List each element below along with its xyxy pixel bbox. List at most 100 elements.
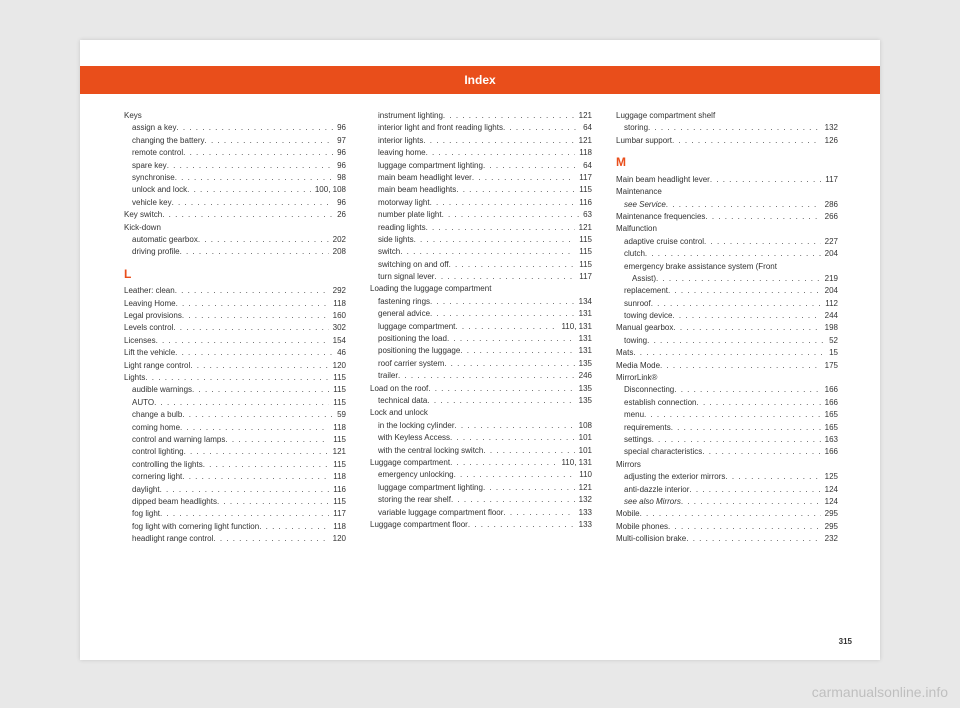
index-entry: instrument lighting 121 bbox=[370, 110, 592, 122]
index-entry-page: 100, 108 bbox=[311, 184, 346, 196]
leader-dots bbox=[689, 484, 820, 496]
leader-dots bbox=[176, 298, 330, 310]
index-entry-label: with Keyless Access bbox=[370, 432, 450, 444]
index-entry-label: instrument lighting bbox=[370, 110, 443, 122]
leader-dots bbox=[145, 372, 329, 384]
index-entry-page: 292 bbox=[329, 285, 346, 297]
leader-dots bbox=[503, 507, 574, 519]
index-entry-page: 97 bbox=[333, 135, 346, 147]
index-entry-label: settings bbox=[616, 434, 652, 446]
index-entry: positioning the luggage131 bbox=[370, 345, 592, 357]
index-entry-page: 115 bbox=[575, 246, 592, 258]
index-entry: Load on the roof135 bbox=[370, 383, 592, 395]
index-entry-label: positioning the luggage bbox=[370, 345, 460, 357]
index-entry-page: 232 bbox=[821, 533, 838, 545]
index-entry-label: emergency unlocking bbox=[370, 469, 454, 481]
leader-dots bbox=[183, 147, 333, 159]
index-entry: sunroof 112 bbox=[616, 298, 838, 310]
index-entry-label: luggage compartment bbox=[370, 321, 455, 333]
leader-dots bbox=[454, 420, 574, 432]
leader-dots bbox=[674, 384, 820, 396]
index-entry: motorway light116 bbox=[370, 197, 592, 209]
leader-dots bbox=[443, 110, 575, 122]
leader-dots bbox=[175, 347, 333, 359]
index-entry-page: 124 bbox=[821, 496, 838, 508]
leader-dots bbox=[434, 271, 575, 283]
leader-dots bbox=[503, 122, 579, 134]
index-entry-label: sunroof bbox=[616, 298, 651, 310]
index-entry: special characteristics166 bbox=[616, 446, 838, 458]
index-entry-page: 117 bbox=[575, 271, 592, 283]
leader-dots bbox=[414, 234, 576, 246]
index-heading: Luggage compartment shelf bbox=[616, 110, 838, 122]
leader-dots bbox=[428, 383, 574, 395]
index-entry: menu165 bbox=[616, 409, 838, 421]
index-entry-label: Levels control bbox=[124, 322, 173, 334]
index-entry: Key switch26 bbox=[124, 209, 346, 221]
leader-dots bbox=[450, 432, 575, 444]
index-entry: Lumbar support126 bbox=[616, 135, 838, 147]
leader-dots bbox=[180, 246, 329, 258]
leader-dots bbox=[175, 285, 329, 297]
index-entry: Mobile phones295 bbox=[616, 521, 838, 533]
leader-dots bbox=[162, 209, 333, 221]
index-entry: Mobile295 bbox=[616, 508, 838, 520]
index-entry-page: 120 bbox=[329, 360, 346, 372]
index-entry-page: 108 bbox=[575, 420, 592, 432]
index-entry-label: with the central locking switch bbox=[370, 445, 483, 457]
index-entry-page: 204 bbox=[821, 285, 838, 297]
index-heading: Maintenance bbox=[616, 186, 838, 198]
index-entry-page: 121 bbox=[575, 482, 592, 494]
index-entry-label: Leather: clean bbox=[124, 285, 175, 297]
index-entry: adjusting the exterior mirrors125 bbox=[616, 471, 838, 483]
leader-dots bbox=[400, 246, 575, 258]
leader-dots bbox=[710, 174, 821, 186]
page-number: 315 bbox=[839, 637, 852, 646]
leader-dots bbox=[460, 345, 574, 357]
leader-dots bbox=[483, 445, 574, 457]
index-entry-label: control lighting bbox=[124, 446, 184, 458]
leader-dots bbox=[633, 347, 825, 359]
index-entry: switching on and off115 bbox=[370, 259, 592, 271]
leader-dots bbox=[176, 122, 333, 134]
index-entry-label: in the locking cylinder bbox=[370, 420, 454, 432]
leader-dots bbox=[644, 409, 821, 421]
index-entry-page: 121 bbox=[575, 110, 592, 122]
index-entry-label: Load on the roof bbox=[370, 383, 428, 395]
index-entry-label: emergency brake assistance system (Front bbox=[616, 261, 777, 273]
index-entry-label: anti-dazzle interior bbox=[616, 484, 689, 496]
index-entry: towing device244 bbox=[616, 310, 838, 322]
index-columns: Keysassign a key96changing the battery97… bbox=[124, 110, 836, 545]
index-entry-label: automatic gearbox bbox=[124, 234, 198, 246]
index-entry-page: 115 bbox=[575, 234, 592, 246]
index-entry-page: 166 bbox=[821, 397, 838, 409]
index-entry-page: 115 bbox=[329, 496, 346, 508]
leader-dots bbox=[184, 446, 329, 458]
index-entry: dipped beam headlights115 bbox=[124, 496, 346, 508]
index-entry-label: Main beam headlight lever bbox=[616, 174, 710, 186]
index-entry: control lighting121 bbox=[124, 446, 346, 458]
leader-dots bbox=[213, 533, 328, 545]
index-entry-page: 131 bbox=[575, 308, 592, 320]
index-entry-label: changing the battery bbox=[124, 135, 205, 147]
index-entry: in the locking cylinder 108 bbox=[370, 420, 592, 432]
index-entry-label: storing the rear shelf bbox=[370, 494, 451, 506]
leader-dots bbox=[173, 322, 328, 334]
index-entry-page: 295 bbox=[821, 508, 838, 520]
index-entry-page: 52 bbox=[825, 335, 838, 347]
index-entry-label: Licenses bbox=[124, 335, 156, 347]
index-entry-page: 116 bbox=[575, 197, 592, 209]
index-entry-page: 117 bbox=[575, 172, 592, 184]
index-entry-page: 227 bbox=[821, 236, 838, 248]
index-entry-page: 219 bbox=[821, 273, 838, 285]
index-entry-label: controlling the lights bbox=[124, 459, 203, 471]
index-entry-label: daylight bbox=[124, 484, 160, 496]
leader-dots bbox=[483, 160, 579, 172]
leader-dots bbox=[160, 484, 330, 496]
index-entry-label: general advice bbox=[370, 308, 430, 320]
index-entry-label: Key switch bbox=[124, 209, 162, 221]
index-entry: storing132 bbox=[616, 122, 838, 134]
leader-dots bbox=[456, 184, 575, 196]
index-entry: roof carrier system135 bbox=[370, 358, 592, 370]
index-entry-page: 112 bbox=[821, 298, 838, 310]
